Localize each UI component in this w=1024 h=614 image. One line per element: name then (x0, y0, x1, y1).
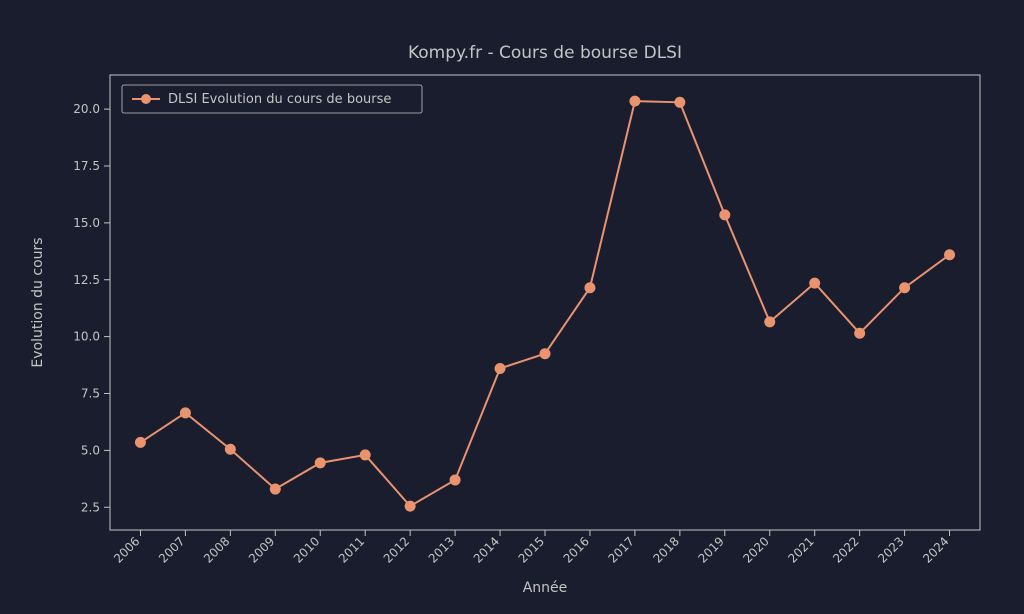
data-marker (180, 408, 190, 418)
data-marker (855, 328, 865, 338)
line-chart: 2.55.07.510.012.515.017.520.020062007200… (0, 0, 1024, 614)
data-marker (810, 278, 820, 288)
data-marker (765, 317, 775, 327)
data-marker (675, 97, 685, 107)
data-marker (540, 349, 550, 359)
chart-container: 2.55.07.510.012.515.017.520.020062007200… (0, 0, 1024, 614)
data-marker (495, 363, 505, 373)
chart-title: Kompy.fr - Cours de bourse DLSI (408, 43, 682, 63)
y-tick-label: 12.5 (73, 273, 100, 287)
y-tick-label: 7.5 (81, 387, 100, 401)
legend-label: DLSI Evolution du cours de bourse (168, 92, 391, 107)
y-tick-label: 20.0 (73, 102, 100, 116)
data-marker (405, 501, 415, 511)
y-tick-label: 10.0 (73, 330, 100, 344)
data-marker (225, 444, 235, 454)
data-marker (720, 210, 730, 220)
y-axis-label: Evolution du cours (30, 237, 46, 367)
data-marker (585, 283, 595, 293)
data-marker (360, 450, 370, 460)
x-axis-label: Année (523, 580, 568, 596)
y-tick-label: 2.5 (81, 500, 100, 514)
y-tick-label: 5.0 (81, 443, 100, 457)
y-tick-label: 15.0 (73, 216, 100, 230)
data-marker (945, 250, 955, 260)
data-marker (450, 475, 460, 485)
y-tick-label: 17.5 (73, 159, 100, 173)
data-marker (135, 437, 145, 447)
data-marker (270, 484, 280, 494)
data-marker (900, 283, 910, 293)
data-marker (315, 458, 325, 468)
data-marker (630, 96, 640, 106)
